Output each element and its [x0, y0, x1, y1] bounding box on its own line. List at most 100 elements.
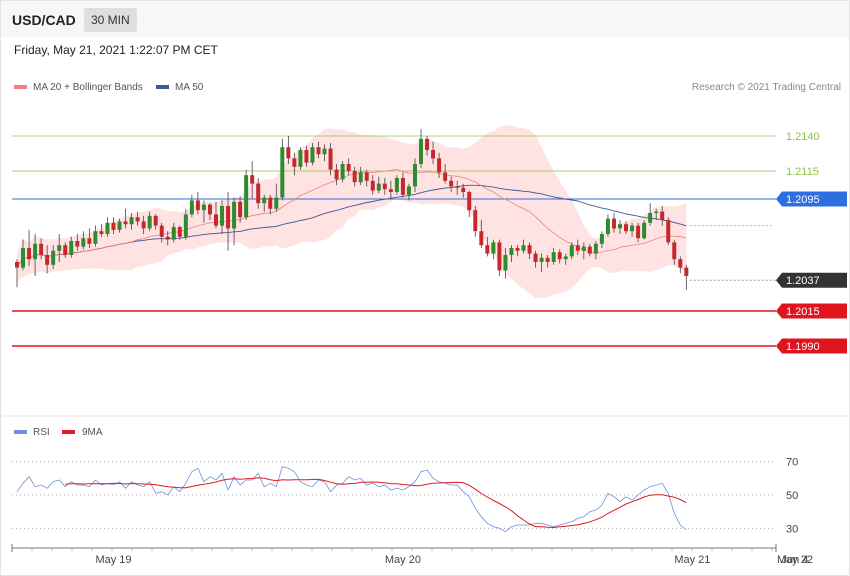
candle-body — [581, 246, 586, 251]
candle-body — [15, 262, 19, 268]
candle — [491, 239, 496, 260]
candle — [177, 225, 182, 240]
x-tick-label: May 20 — [385, 554, 421, 566]
candle — [431, 141, 436, 164]
candle — [587, 243, 592, 257]
candle-body — [250, 175, 255, 184]
candle-body — [33, 243, 38, 260]
candle-body — [437, 158, 442, 173]
candle-body — [599, 234, 604, 244]
timeframe-badge[interactable]: 30 MIN — [84, 8, 137, 32]
candlesticks — [15, 129, 689, 290]
candle — [648, 203, 653, 226]
candle — [171, 222, 176, 243]
candle-body — [244, 175, 249, 218]
candle-body — [678, 259, 683, 268]
candle — [232, 197, 237, 246]
candle — [406, 183, 411, 201]
candle-body — [280, 147, 285, 198]
candle-body — [425, 138, 430, 150]
candle — [611, 213, 616, 233]
level-tag-label: 1.2015 — [786, 306, 820, 318]
x-tick-label: May 19 — [95, 554, 131, 566]
candle-body — [521, 245, 526, 251]
candle-body — [575, 245, 580, 251]
candle — [51, 245, 56, 269]
ma20-legend-swatch — [14, 85, 27, 89]
candle-body — [268, 197, 273, 209]
candle-body — [431, 150, 436, 159]
candle — [81, 231, 86, 250]
candle-body — [660, 211, 665, 220]
candle — [304, 145, 309, 167]
candle-body — [515, 248, 520, 251]
candle-body — [328, 148, 333, 170]
rsi-ma-legend-swatch — [62, 430, 75, 434]
candle — [328, 143, 333, 176]
candle-body — [45, 255, 50, 265]
candle — [189, 194, 194, 218]
candle — [27, 229, 32, 267]
candle-body — [346, 164, 351, 171]
candle — [636, 222, 641, 243]
candle — [207, 203, 212, 220]
candle — [425, 136, 430, 156]
candle-body — [207, 204, 212, 215]
candle — [165, 231, 170, 246]
candle-body — [21, 248, 26, 268]
candle-body — [135, 217, 140, 222]
candle-body — [400, 178, 405, 195]
candle — [33, 234, 38, 276]
candle-body — [412, 164, 417, 187]
candle-body — [449, 180, 454, 187]
candle — [666, 217, 671, 246]
candle-body — [262, 197, 267, 204]
level-tags: 1.2140 1.2115 1.2095 1.2037 1.2015 1.1990 — [776, 131, 847, 354]
candle-body — [352, 171, 357, 183]
candle-body — [286, 147, 291, 159]
currency-pair-title: USD/CAD — [12, 12, 76, 28]
candle — [485, 236, 490, 257]
candle-body — [310, 147, 315, 163]
credit-text: Research © 2021 Trading Central — [692, 82, 841, 93]
level-tag-bg — [776, 338, 847, 354]
level-tag-label: 1.2037 — [786, 275, 820, 287]
candle-body — [461, 187, 466, 192]
candle-body — [503, 255, 508, 271]
level-tag-bg — [776, 303, 847, 319]
candle — [298, 147, 303, 170]
price-levels — [12, 135, 776, 347]
candle-body — [292, 158, 297, 167]
candle — [455, 180, 460, 195]
candle — [533, 250, 538, 268]
candle — [630, 222, 635, 237]
candle-body — [171, 227, 176, 240]
candle-body — [624, 224, 629, 232]
candle-body — [256, 183, 261, 204]
candle — [593, 241, 598, 260]
x-tick-label: May 22 — [777, 554, 813, 566]
candle-body — [376, 183, 381, 191]
candle — [159, 222, 164, 243]
candle-body — [141, 221, 146, 229]
candle — [599, 231, 604, 248]
candle-body — [153, 215, 158, 226]
candle-body — [226, 206, 231, 229]
level-tag-bg — [776, 272, 847, 288]
candle — [394, 175, 399, 195]
candle-body — [654, 211, 659, 213]
candle-body — [491, 242, 496, 254]
candle — [226, 192, 231, 251]
candle — [153, 214, 158, 230]
rsi-ma-legend-label: 9MA — [82, 427, 103, 438]
candle — [437, 152, 442, 178]
candle — [461, 183, 466, 198]
candle — [569, 242, 574, 260]
header-bar: USD/CAD 30 MIN — [1, 1, 849, 37]
candle-body — [587, 246, 592, 254]
candle — [551, 248, 556, 265]
candle-body — [57, 245, 62, 251]
candle — [515, 245, 520, 257]
candle-body — [189, 200, 194, 215]
